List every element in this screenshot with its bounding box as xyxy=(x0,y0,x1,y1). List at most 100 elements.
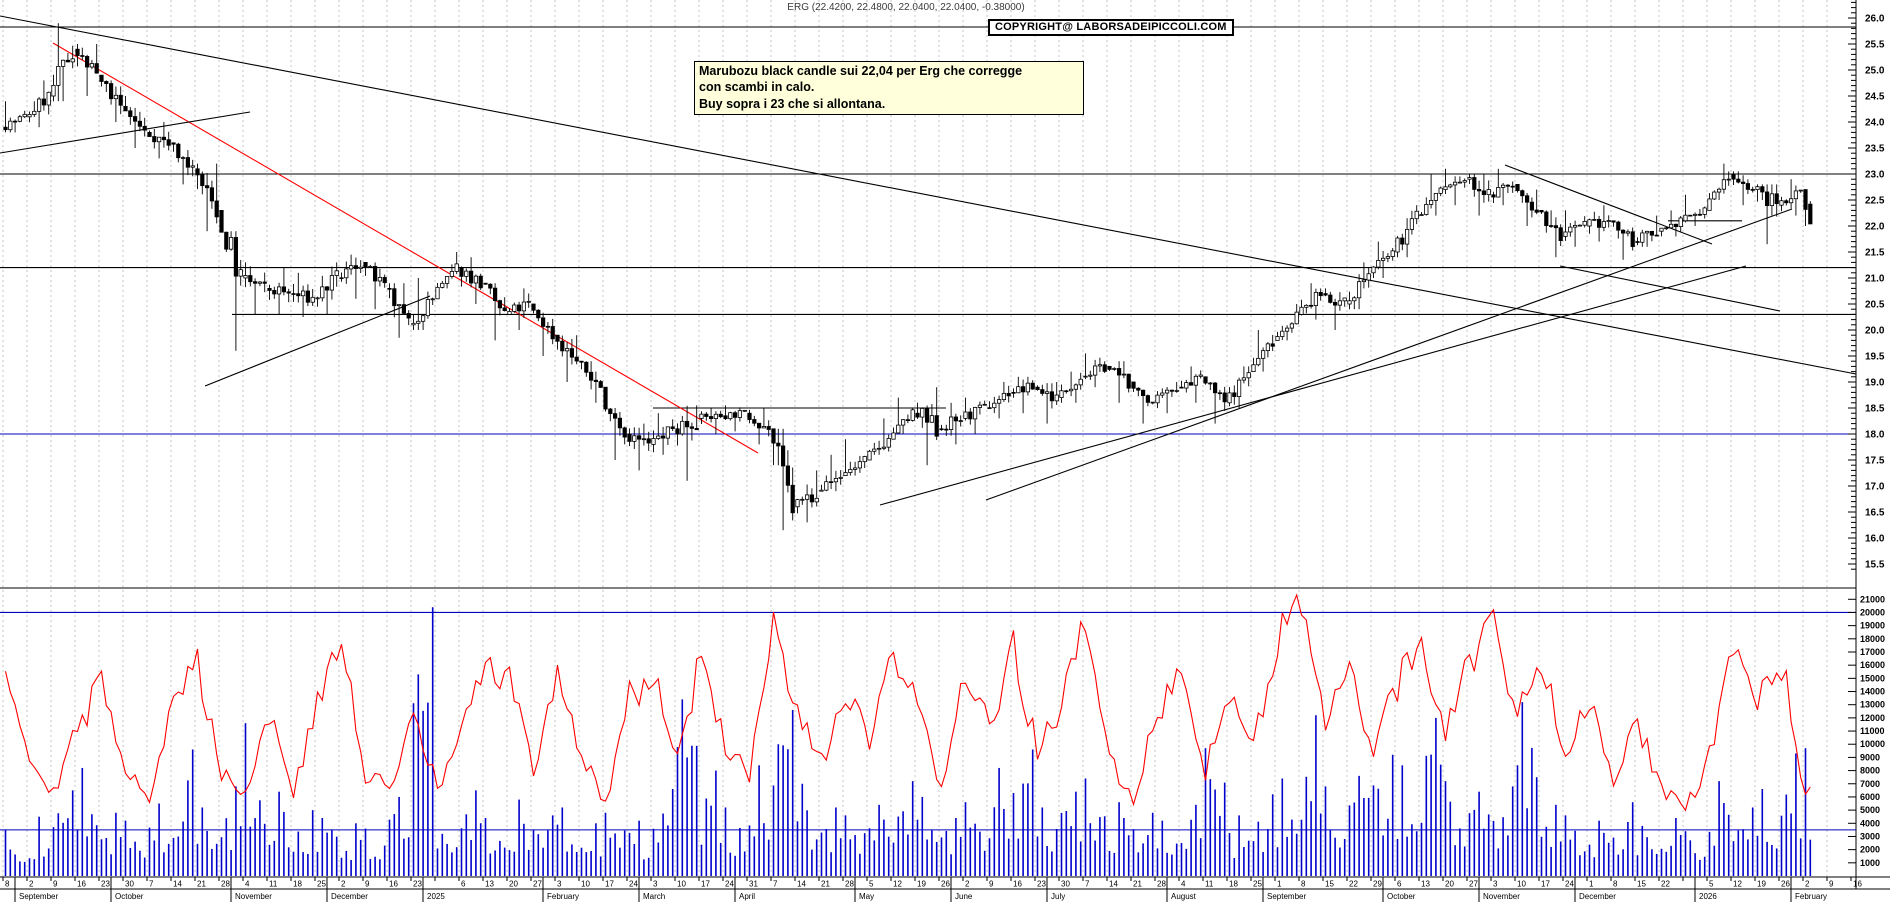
price-axis-label: 20.5 xyxy=(1865,300,1885,311)
month-label: October xyxy=(1387,892,1416,901)
month-label: December xyxy=(1579,892,1616,901)
date-tick-label: 28 xyxy=(221,880,230,889)
annotation-line-2: con scambi in calo. xyxy=(699,80,815,95)
price-axis-label: 24.0 xyxy=(1865,118,1885,129)
date-tick-label: 23 xyxy=(413,880,422,889)
volume-axis-label: 6000 xyxy=(1860,792,1880,802)
volume-bars xyxy=(4,607,1812,876)
month-label: May xyxy=(859,892,874,901)
volume-axis-label: 2000 xyxy=(1860,845,1880,855)
date-tick-label: 16 xyxy=(1853,880,1862,889)
date-tick-label: 20 xyxy=(1445,880,1454,889)
date-tick-label: 9 xyxy=(1829,880,1834,889)
date-tick-label: 14 xyxy=(173,880,182,889)
price-axis-label: 22.0 xyxy=(1865,222,1885,233)
date-tick-label: 23 xyxy=(1037,880,1046,889)
date-tick-label: 22 xyxy=(1661,880,1670,889)
date-tick-label: 16 xyxy=(1013,880,1022,889)
volume-axis-label: 9000 xyxy=(1860,752,1880,762)
date-tick-label: 9 xyxy=(53,880,58,889)
date-tick-label: 3 xyxy=(1493,880,1498,889)
date-tick-label: 10 xyxy=(677,880,686,889)
copyright-badge: COPYRIGHT@ LABORSADEIPICCOLI.COM xyxy=(988,19,1234,36)
date-tick-label: 30 xyxy=(1061,880,1070,889)
price-axis-label: 19.5 xyxy=(1865,352,1885,363)
price-axis-label: 26.0 xyxy=(1865,14,1885,25)
month-label: June xyxy=(955,892,973,901)
date-axis: 8 2 9 16 23 30 7 14 21 28 4 11 18 25 2 9 16 23 6 13 20 27 3 10 1… xyxy=(2,877,1862,902)
date-tick-label: 8 xyxy=(1613,880,1618,889)
date-tick-label: 27 xyxy=(1469,880,1478,889)
volume-axis-label: 19000 xyxy=(1860,621,1885,631)
month-label: July xyxy=(1051,892,1065,901)
wedge-downtrend-right xyxy=(1504,164,1713,245)
date-tick-label: 17 xyxy=(605,880,614,889)
date-tick-label: 7 xyxy=(1085,880,1090,889)
volume-axis: 21000 20000 19000 18000 17000 16000 15000 14000… xyxy=(1848,594,1885,868)
volume-axis-label: 13000 xyxy=(1860,700,1885,710)
date-tick-label: 31 xyxy=(749,880,758,889)
month-label: September xyxy=(1267,892,1306,901)
date-tick-label: 7 xyxy=(149,880,154,889)
date-tick-label: 21 xyxy=(821,880,830,889)
date-tick-label: 23 xyxy=(101,880,110,889)
date-tick-label: 25 xyxy=(317,880,326,889)
date-tick-label: 30 xyxy=(125,880,134,889)
date-tick-label: 5 xyxy=(869,880,874,889)
date-tick-label: 12 xyxy=(893,880,902,889)
price-axis-label: 23.0 xyxy=(1865,170,1885,181)
month-label: November xyxy=(1483,892,1520,901)
date-tick-label: 27 xyxy=(533,880,542,889)
date-tick-label: 19 xyxy=(917,880,926,889)
date-tick-label: 5 xyxy=(1709,880,1714,889)
date-tick-label: 9 xyxy=(989,880,994,889)
month-label: March xyxy=(643,892,665,901)
date-tick-label: 12 xyxy=(1733,880,1742,889)
date-tick-label: 16 xyxy=(77,880,86,889)
price-axis-label: 20.0 xyxy=(1865,326,1885,337)
date-tick-label: 29 xyxy=(1373,880,1382,889)
date-tick-label: 2 xyxy=(29,880,34,889)
month-label: February xyxy=(547,892,579,901)
date-tick-label: 11 xyxy=(1205,880,1214,889)
date-tick-label: 8 xyxy=(5,880,10,889)
price-axis: 26.0 25.5 25.0 24.5 24.0 23.5 23.0 22.5 22.0 21.5… xyxy=(1848,1,1885,571)
volume-axis-label: 5000 xyxy=(1860,805,1880,815)
date-tick-label: 15 xyxy=(1325,880,1334,889)
grid-lines xyxy=(2,0,1828,877)
date-tick-label: 9 xyxy=(365,880,370,889)
date-tick-label: 15 xyxy=(1637,880,1646,889)
trendlines xyxy=(0,15,1857,506)
date-tick-label: 28 xyxy=(845,880,854,889)
date-tick-label: 17 xyxy=(1541,880,1550,889)
date-tick-label: 4 xyxy=(245,880,250,889)
volume-axis-label: 4000 xyxy=(1860,818,1880,828)
price-axis-label: 21.5 xyxy=(1865,248,1885,259)
date-tick-label: 2 xyxy=(965,880,970,889)
date-tick-label: 8 xyxy=(1301,880,1306,889)
short-downtrend-right xyxy=(1559,265,1781,312)
price-axis-label: 16.5 xyxy=(1865,508,1885,519)
date-tick-label: 3 xyxy=(557,880,562,889)
month-label: October xyxy=(115,892,144,901)
uptrend-summer xyxy=(879,265,1747,506)
price-axis-label: 18.0 xyxy=(1865,430,1885,441)
month-label: December xyxy=(331,892,368,901)
date-tick-label: 26 xyxy=(941,880,950,889)
date-tick-label: 21 xyxy=(197,880,206,889)
date-tick-label: 24 xyxy=(725,880,734,889)
uptrend-nov-jan xyxy=(204,295,431,387)
volume-axis-label: 3000 xyxy=(1860,831,1880,841)
date-tick-label: 22 xyxy=(1349,880,1358,889)
annotation-note: Marubozu black candle sui 22,04 per Erg … xyxy=(694,61,1084,115)
price-axis-label: 24.5 xyxy=(1865,92,1885,103)
volume-axis-label: 12000 xyxy=(1860,713,1885,723)
month-label: November xyxy=(235,892,272,901)
date-tick-label: 13 xyxy=(1421,880,1430,889)
price-axis-label: 25.5 xyxy=(1865,40,1885,51)
month-label: April xyxy=(739,892,755,901)
volume-axis-label: 7000 xyxy=(1860,779,1880,789)
date-tick-label: 24 xyxy=(629,880,638,889)
